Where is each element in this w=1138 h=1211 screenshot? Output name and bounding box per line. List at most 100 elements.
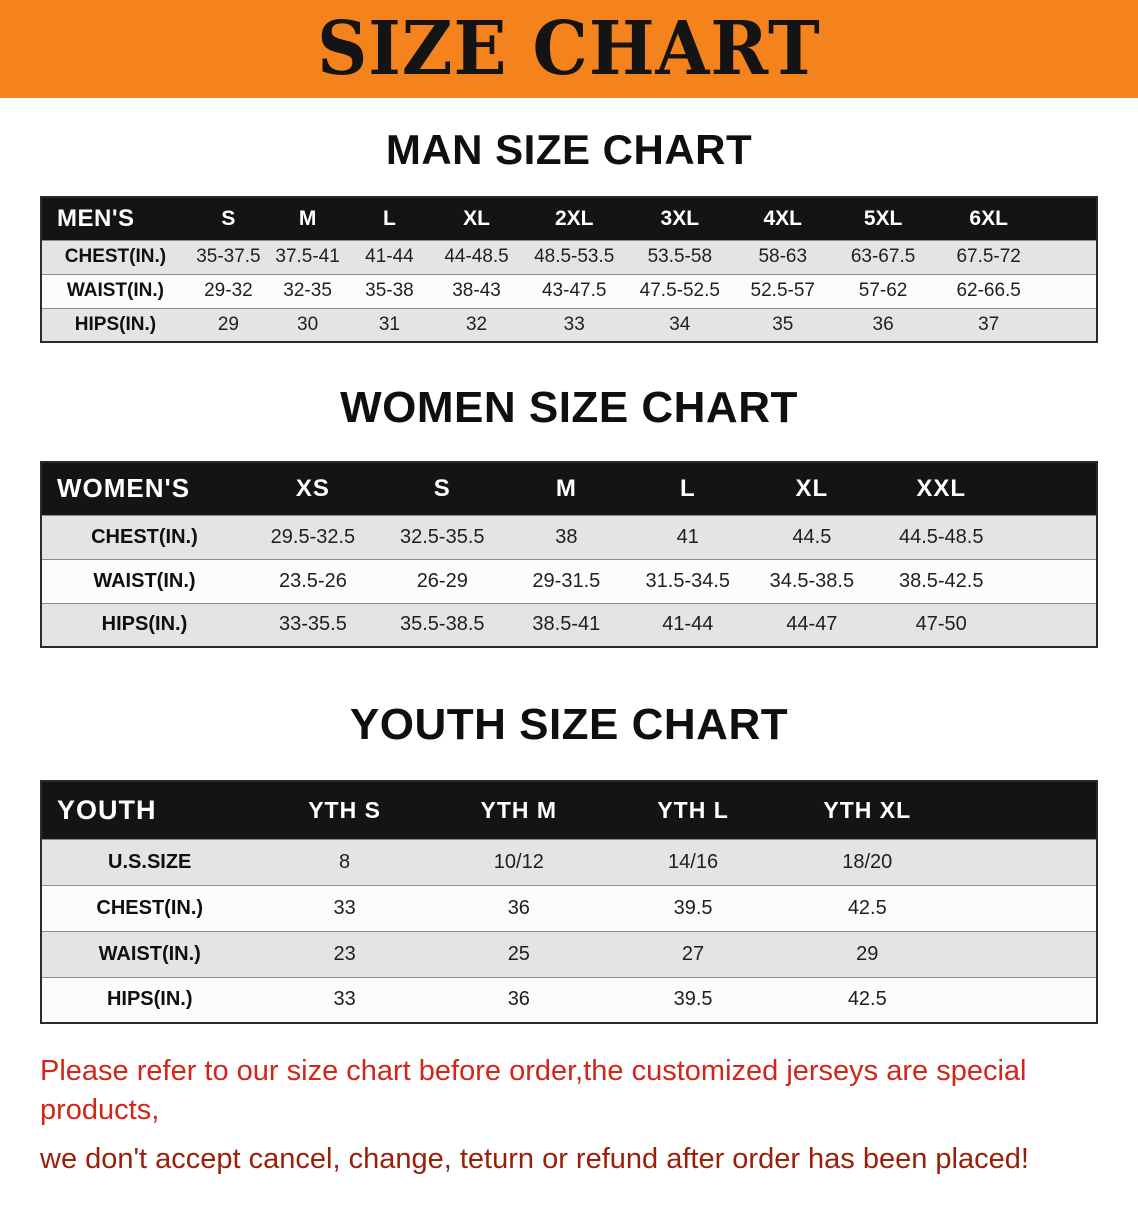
size-cell: 47-50: [915, 613, 967, 636]
row-label: CHEST(IN.): [64, 246, 167, 267]
size-column-header: 3XL: [627, 197, 733, 240]
measurement-row: CHEST(IN.) 35-37.5 37.5-41 41-44 44-48.5 48.5…: [41, 240, 1097, 274]
measurement-row: WAIST(IN.) 29-32 32-35 35-38 38-43 43-47.5 47.…: [41, 274, 1097, 308]
row-label: HIPS(IN.): [74, 313, 157, 335]
size-cell: 63-67.5: [850, 246, 916, 267]
row-filler: [1044, 308, 1097, 342]
size-column-header: YTH M: [431, 781, 606, 839]
row-filler: [1044, 240, 1097, 274]
size-cell: 48.5-53.5: [534, 246, 615, 267]
size-cell: 42.5: [847, 896, 887, 919]
measurement-row: HIPS(IN.) 29 30 31 32 33 34 35 36 37: [41, 308, 1097, 342]
women-chart-heading: WOMEN SIZE CHART: [340, 383, 798, 432]
size-cell: 38: [555, 525, 578, 548]
men-size-table: MEN'S S M L XL 2XL 3XL 4XL 5XL 6XL CHEST(IN.) 35-37…: [40, 196, 1098, 343]
size-cell: 52.5-57: [750, 280, 815, 301]
men-table-wrap: MEN'S S M L XL 2XL 3XL 4XL 5XL 6XL CHEST(IN.) 35-37…: [40, 196, 1098, 343]
size-cell: 23.5-26: [278, 569, 347, 592]
size-cell: 38-43: [452, 280, 501, 301]
size-column-header: YTH S: [257, 781, 432, 839]
size-cell: 25: [507, 942, 530, 965]
header-filler: [1007, 462, 1097, 515]
youth-table-title: YOUTH: [41, 781, 258, 839]
size-cell: 36: [507, 896, 530, 919]
size-cell: 44.5: [792, 525, 832, 548]
size-cell: 35-37.5: [196, 246, 261, 267]
measurement-row: CHEST(IN.) 33 36 39.5 42.5: [41, 885, 1097, 931]
size-cell: 33: [563, 313, 585, 335]
size-cell: 44-47: [786, 613, 838, 636]
size-cell: 23: [333, 942, 356, 965]
size-cell: 34: [669, 313, 691, 335]
size-column-header: 2XL: [521, 197, 628, 240]
size-cell: 35: [772, 313, 794, 335]
size-cell: 14/16: [668, 850, 719, 873]
row-filler: [954, 885, 1097, 931]
women-table-title: WOMEN'S: [41, 462, 247, 515]
youth-size-section: YOUTH SIZE CHART YOUTH YTH S YTH M YTH L YTH…: [0, 648, 1138, 1024]
row-filler: [1044, 274, 1097, 308]
size-cell: 32-35: [283, 280, 332, 301]
row-filler: [1007, 603, 1097, 647]
size-cell: 62-66.5: [956, 280, 1021, 301]
banner: SIZE CHART: [0, 0, 1138, 98]
size-cell: 8: [339, 850, 351, 873]
size-header-row: MEN'S S M L XL 2XL 3XL 4XL 5XL 6XL: [41, 197, 1097, 240]
size-cell: 32: [465, 313, 488, 335]
size-cell: 34.5-38.5: [769, 569, 855, 592]
size-cell: 44-48.5: [444, 246, 509, 267]
row-label: U.S.SIZE: [108, 850, 192, 873]
size-cell: 10/12: [493, 850, 544, 873]
size-cell: 43-47.5: [541, 280, 607, 301]
size-column-header: M: [505, 462, 628, 515]
size-column-header: XL: [431, 197, 522, 240]
size-column-header: S: [188, 197, 269, 240]
row-filler: [954, 977, 1097, 1023]
size-cell: 32.5-35.5: [400, 525, 485, 548]
size-cell: 44.5-48.5: [898, 525, 984, 548]
size-cell: 31.5-34.5: [645, 569, 731, 592]
size-cell: 39.5: [673, 896, 713, 919]
size-column-header: L: [347, 197, 432, 240]
measurement-row: CHEST(IN.) 29.5-32.5 32.5-35.5 38 41 44.5 44.5…: [41, 515, 1097, 559]
measurement-row: HIPS(IN.) 33 36 39.5 42.5: [41, 977, 1097, 1023]
size-cell: 36: [507, 988, 530, 1011]
measurement-row: U.S.SIZE 8 10/12 14/16 18/20: [41, 839, 1097, 885]
size-cell: 38.5-42.5: [898, 569, 984, 592]
size-cell: 29: [217, 313, 239, 335]
size-column-header: XL: [748, 462, 876, 515]
size-column-header: 4XL: [732, 197, 833, 240]
size-cell: 41-44: [365, 246, 414, 267]
size-column-header: S: [378, 462, 506, 515]
size-cell: 57-62: [858, 280, 908, 301]
size-cell: 29-32: [204, 280, 253, 301]
youth-size-table: YOUTH YTH S YTH M YTH L YTH XL U.S.SIZE 8 10/12…: [40, 780, 1098, 1024]
size-column-header: YTH XL: [780, 781, 955, 839]
size-column-header: M: [268, 197, 348, 240]
row-label: WAIST(IN.): [98, 942, 201, 965]
size-cell: 29-31.5: [532, 569, 601, 592]
size-cell: 67.5-72: [956, 246, 1021, 267]
women-table-wrap: WOMEN'S XS S M L XL XXL CHEST(IN.) 29.5-32.5 32.5…: [40, 461, 1098, 648]
row-filler: [1007, 559, 1097, 603]
row-label: CHEST(IN.): [91, 525, 198, 548]
measurement-row: WAIST(IN.) 23 25 27 29: [41, 931, 1097, 977]
measurement-row: HIPS(IN.) 33-35.5 35.5-38.5 38.5-41 41-44 44-…: [41, 603, 1097, 647]
size-cell: 41: [676, 525, 699, 548]
row-filler: [954, 931, 1097, 977]
size-cell: 26-29: [416, 569, 468, 592]
size-cell: 35-38: [365, 280, 414, 301]
footer-note: Please refer to our size chart before or…: [0, 1024, 1138, 1211]
youth-table-wrap: YOUTH YTH S YTH M YTH L YTH XL U.S.SIZE 8 10/12…: [40, 780, 1098, 1024]
footer-note-line1: Please refer to our size chart before or…: [40, 1055, 1027, 1127]
header-filler: [1044, 197, 1097, 240]
size-cell: 37.5-41: [275, 246, 340, 267]
row-label: HIPS(IN.): [106, 988, 193, 1011]
size-cell: 39.5: [673, 988, 713, 1011]
size-cell: 53.5-58: [647, 246, 713, 267]
size-column-header: XS: [246, 462, 379, 515]
size-column-header: 6XL: [933, 197, 1045, 240]
size-cell: 58-63: [758, 246, 808, 267]
size-cell: 30: [297, 313, 319, 335]
size-cell: 33: [333, 896, 356, 919]
